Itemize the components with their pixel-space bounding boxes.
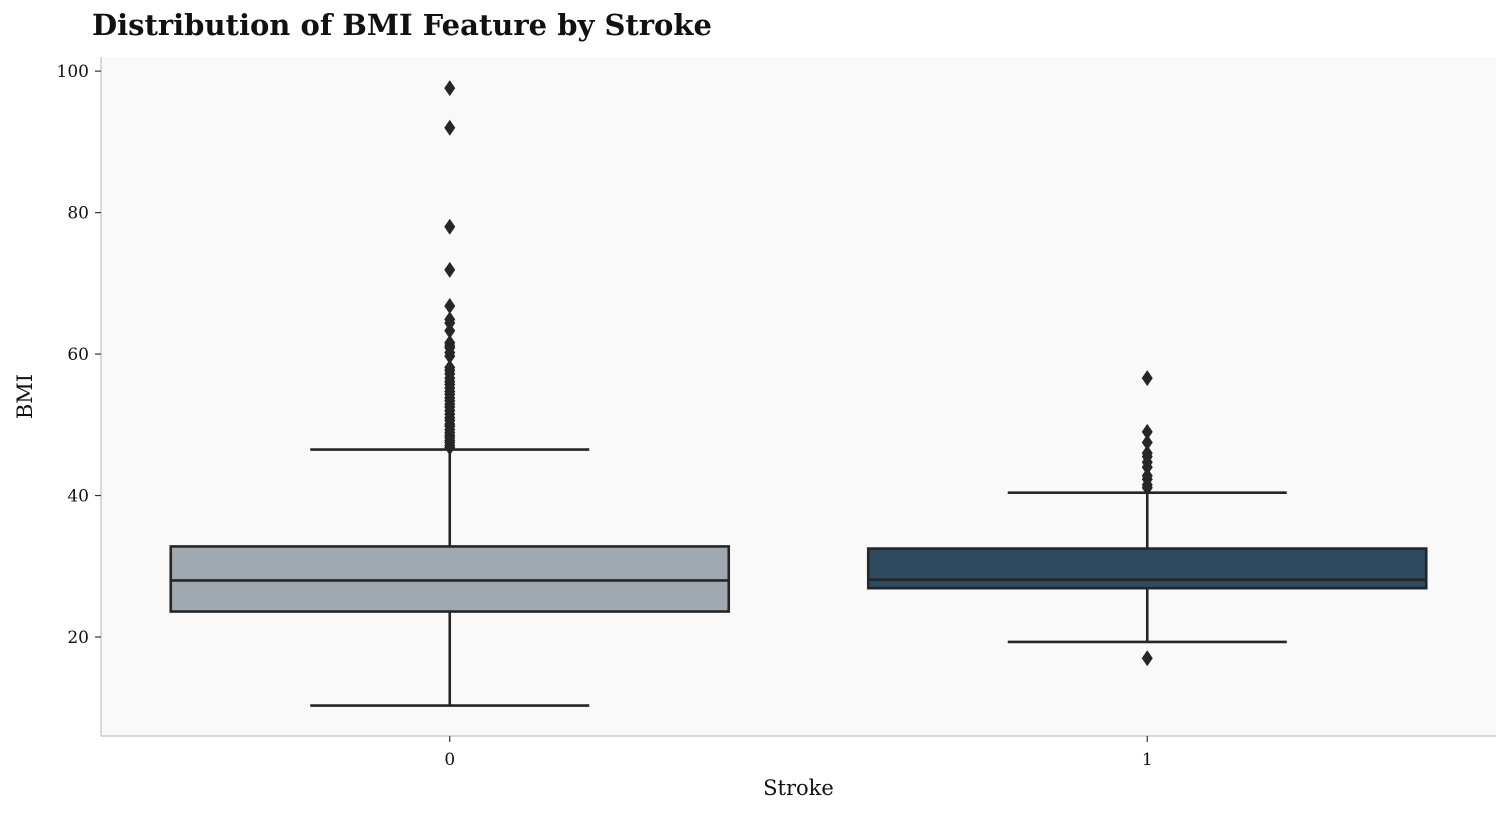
outlier-stroke-1-11 [1141, 650, 1153, 667]
y-tick-label-60: 60 [67, 345, 89, 365]
y-tick-label-80: 80 [67, 204, 89, 224]
outlier-stroke-0-4 [444, 297, 456, 314]
box-stroke-1 [866, 547, 1428, 590]
outlier-stroke-1-0 [1141, 370, 1153, 387]
y-axis-label: BMI [13, 374, 37, 419]
outlier-stroke-0-0 [444, 80, 456, 97]
y-tick-label-40: 40 [67, 487, 89, 507]
x-tick-label-1: 1 [1142, 750, 1153, 770]
outlier-stroke-1-6 [1141, 459, 1153, 476]
outlier-stroke-1-10 [1141, 479, 1153, 496]
chart-title: Distribution of BMI Feature by Stroke [92, 8, 712, 42]
outlier-stroke-1-2 [1141, 434, 1153, 451]
outlier-stroke-0-2 [444, 218, 456, 235]
outlier-stroke-0-12 [444, 348, 456, 365]
outlier-stroke-0-1 [444, 119, 456, 136]
outlier-stroke-1-1 [1141, 423, 1153, 440]
plot-background [101, 57, 1496, 736]
y-tick-label-20: 20 [67, 628, 89, 648]
box-stroke-0 [169, 545, 731, 613]
y-tick-label-100: 100 [57, 62, 89, 82]
outlier-stroke-0-7 [444, 322, 456, 339]
x-tick-label-0: 0 [444, 750, 455, 770]
outlier-stroke-0-3 [444, 261, 456, 278]
x-axis-label: Stroke [763, 776, 834, 800]
outlier-stroke-0-39 [444, 439, 456, 456]
